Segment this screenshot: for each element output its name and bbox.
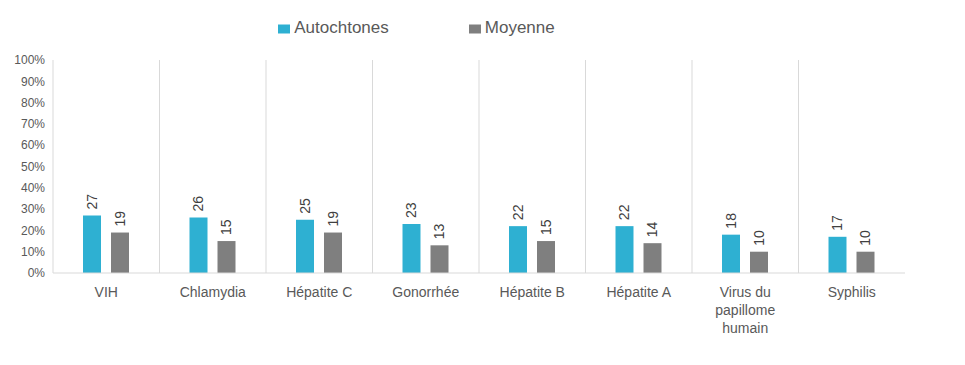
svg-text:50%: 50% — [21, 160, 45, 174]
svg-text:Chlamydia: Chlamydia — [180, 284, 246, 300]
svg-text:10: 10 — [858, 230, 874, 246]
svg-text:Virus dupapillomehumain: Virus dupapillomehumain — [715, 284, 775, 336]
svg-text:15: 15 — [538, 219, 554, 235]
svg-text:VIH: VIH — [95, 284, 118, 300]
svg-text:Hépatite C: Hépatite C — [286, 284, 352, 300]
svg-text:70%: 70% — [21, 117, 45, 131]
svg-text:22: 22 — [510, 204, 526, 220]
svg-text:14: 14 — [645, 221, 661, 237]
svg-text:26: 26 — [191, 196, 207, 212]
svg-text:10: 10 — [751, 230, 767, 246]
svg-text:10%: 10% — [21, 245, 45, 259]
svg-text:Syphilis: Syphilis — [828, 284, 876, 300]
svg-text:30%: 30% — [21, 202, 45, 216]
svg-text:40%: 40% — [21, 181, 45, 195]
svg-text:Hépatite B: Hépatite B — [500, 284, 565, 300]
svg-text:0%: 0% — [28, 266, 46, 280]
svg-text:100%: 100% — [14, 53, 45, 67]
svg-text:19: 19 — [112, 211, 128, 227]
svg-text:27: 27 — [84, 194, 100, 210]
svg-text:80%: 80% — [21, 96, 45, 110]
html-text:Autochtones: Autochtones — [294, 18, 389, 37]
svg-text:18: 18 — [723, 213, 739, 229]
svg-text:20%: 20% — [21, 224, 45, 238]
svg-text:17: 17 — [830, 215, 846, 231]
svg-text:60%: 60% — [21, 138, 45, 152]
svg-text:22: 22 — [617, 204, 633, 220]
svg-text:23: 23 — [404, 202, 420, 218]
svg-text:15: 15 — [219, 219, 235, 235]
svg-text:Gonorrhée: Gonorrhée — [392, 284, 459, 300]
svg-text:13: 13 — [432, 224, 448, 240]
html-text:Moyenne: Moyenne — [484, 18, 555, 37]
svg-text:90%: 90% — [21, 75, 45, 89]
svg-text:19: 19 — [325, 211, 341, 227]
svg-text:25: 25 — [297, 198, 313, 214]
svg-text:Hépatite A: Hépatite A — [606, 284, 671, 300]
